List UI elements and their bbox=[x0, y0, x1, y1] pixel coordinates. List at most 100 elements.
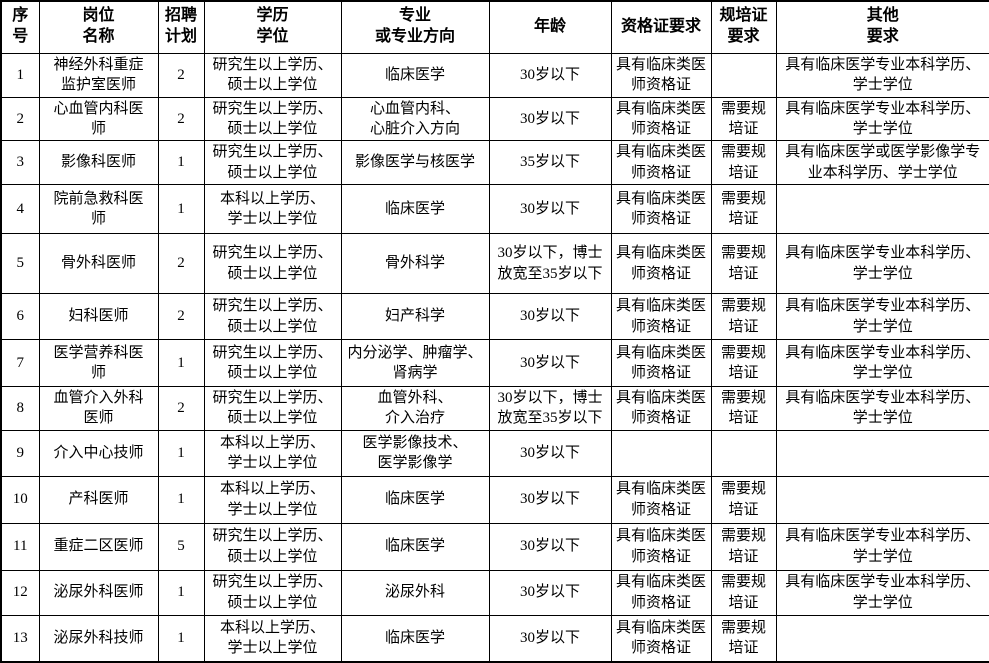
table-cell-col-training-cert-req: 需要规 培证 bbox=[710, 569, 777, 616]
header-cell-col-headcount: 招聘 计划 bbox=[157, 0, 205, 54]
table-cell-col-serial: 5 bbox=[0, 233, 40, 294]
table-row: 13 泌尿外科技师 1 本科以上学历、 学士以上学位 临床医学 30岁以下 具有临床类医 师… bbox=[0, 614, 989, 663]
table-cell-col-major: 临床医学 bbox=[340, 184, 490, 234]
table-cell-col-headcount: 1 bbox=[157, 339, 205, 387]
table-cell-col-certificate-req: 具有临床类医 师资格证 bbox=[610, 233, 712, 294]
table-cell-col-headcount: 2 bbox=[157, 52, 205, 98]
table-cell-col-certificate-req: 具有临床类医 师资格证 bbox=[610, 184, 712, 234]
table-cell-col-position-name: 血管介入外科 医师 bbox=[38, 386, 159, 431]
table-cell-col-headcount: 1 bbox=[157, 569, 205, 616]
table-cell-col-training-cert-req: 需要规 培证 bbox=[710, 614, 777, 663]
table-cell-col-training-cert-req: 需要规 培证 bbox=[710, 475, 777, 524]
table-cell-col-other-req bbox=[775, 475, 989, 524]
table-cell-col-education-degree: 研究生以上学历、 硕士以上学位 bbox=[203, 96, 342, 141]
table-cell-col-position-name: 心血管内科医 师 bbox=[38, 96, 159, 141]
table-cell-col-major: 血管外科、 介入治疗 bbox=[340, 386, 490, 431]
table-cell-col-serial: 6 bbox=[0, 293, 40, 340]
header-cell-col-training-cert-req: 规培证 要求 bbox=[710, 0, 777, 54]
table-cell-col-age: 35岁以下 bbox=[488, 140, 612, 185]
table-cell-col-headcount: 1 bbox=[157, 140, 205, 185]
table-cell-col-age: 30岁以下 bbox=[488, 429, 612, 477]
table-cell-col-certificate-req: 具有临床类医 师资格证 bbox=[610, 475, 712, 524]
header-cell-col-position-name: 岗位 名称 bbox=[38, 0, 159, 54]
table-cell-col-major: 影像医学与核医学 bbox=[340, 140, 490, 185]
table-cell-col-headcount: 5 bbox=[157, 522, 205, 571]
table-cell-col-training-cert-req: 需要规 培证 bbox=[710, 386, 777, 431]
table-cell-col-serial: 7 bbox=[0, 339, 40, 387]
table-cell-col-certificate-req: 具有临床类医 师资格证 bbox=[610, 96, 712, 141]
table-cell-col-age: 30岁以下 bbox=[488, 522, 612, 571]
table-cell-col-age: 30岁以下 bbox=[488, 52, 612, 98]
table-cell-col-training-cert-req bbox=[710, 52, 777, 98]
table-cell-col-other-req bbox=[775, 614, 989, 663]
table-cell-col-age: 30岁以下 bbox=[488, 339, 612, 387]
table-cell-col-other-req: 具有临床医学专业本科学历、 学士学位 bbox=[775, 233, 989, 294]
table-cell-col-certificate-req bbox=[610, 429, 712, 477]
table-row: 5 骨外科医师 2 研究生以上学历、 硕士以上学位 骨外科学 30岁以下，博士 放宽至35… bbox=[0, 233, 989, 294]
header-row: 序号 岗位 名称 招聘 计划 学历 学位 专业 或专业方向 年龄 资格证要求 规培证 要求 其他… bbox=[0, 0, 989, 54]
table-cell-col-education-degree: 研究生以上学历、 硕士以上学位 bbox=[203, 339, 342, 387]
table-cell-col-major: 临床医学 bbox=[340, 614, 490, 663]
table-cell-col-major: 泌尿外科 bbox=[340, 569, 490, 616]
table-cell-col-headcount: 1 bbox=[157, 429, 205, 477]
table-cell-col-education-degree: 本科以上学历、 学士以上学位 bbox=[203, 614, 342, 663]
table-cell-col-major: 医学影像技术、 医学影像学 bbox=[340, 429, 490, 477]
table-cell-col-education-degree: 本科以上学历、 学士以上学位 bbox=[203, 184, 342, 234]
table-cell-col-education-degree: 研究生以上学历、 硕士以上学位 bbox=[203, 293, 342, 340]
table-cell-col-education-degree: 研究生以上学历、 硕士以上学位 bbox=[203, 569, 342, 616]
table-cell-col-age: 30岁以下 bbox=[488, 184, 612, 234]
table-cell-col-major: 心血管内科、 心脏介入方向 bbox=[340, 96, 490, 141]
table-cell-col-other-req: 具有临床医学专业本科学历、 学士学位 bbox=[775, 293, 989, 340]
header-cell-col-serial: 序号 bbox=[0, 0, 40, 54]
table-cell-col-serial: 8 bbox=[0, 386, 40, 431]
table-cell-col-certificate-req: 具有临床类医 师资格证 bbox=[610, 52, 712, 98]
table-row: 11 重症二区医师 5 研究生以上学历、 硕士以上学位 临床医学 30岁以下 具有临床类医 … bbox=[0, 522, 989, 571]
table-cell-col-major: 骨外科学 bbox=[340, 233, 490, 294]
table-cell-col-other-req bbox=[775, 184, 989, 234]
table-row: 12 泌尿外科医师 1 研究生以上学历、 硕士以上学位 泌尿外科 30岁以下 具有临床类医 … bbox=[0, 569, 989, 616]
table-cell-col-position-name: 影像科医师 bbox=[38, 140, 159, 185]
table-cell-col-certificate-req: 具有临床类医 师资格证 bbox=[610, 614, 712, 663]
table-cell-col-serial: 11 bbox=[0, 522, 40, 571]
table-cell-col-serial: 4 bbox=[0, 184, 40, 234]
table-row: 6 妇科医师 2 研究生以上学历、 硕士以上学位 妇产科学 30岁以下 具有临床类医 师资格… bbox=[0, 293, 989, 340]
table-cell-col-major: 内分泌学、肿瘤学、 肾病学 bbox=[340, 339, 490, 387]
table-cell-col-training-cert-req: 需要规 培证 bbox=[710, 96, 777, 141]
table-cell-col-education-degree: 研究生以上学历、 硕士以上学位 bbox=[203, 233, 342, 294]
header-cell-col-age: 年龄 bbox=[488, 0, 612, 54]
table-cell-col-age: 30岁以下，博士 放宽至35岁以下 bbox=[488, 386, 612, 431]
table-cell-col-age: 30岁以下 bbox=[488, 475, 612, 524]
table-cell-col-major: 临床医学 bbox=[340, 475, 490, 524]
table-row: 2 心血管内科医 师 2 研究生以上学历、 硕士以上学位 心血管内科、 心脏介入方向 30… bbox=[0, 96, 989, 141]
table-cell-col-serial: 9 bbox=[0, 429, 40, 477]
table-cell-col-major: 临床医学 bbox=[340, 522, 490, 571]
table-cell-col-serial: 10 bbox=[0, 475, 40, 524]
table-cell-col-position-name: 泌尿外科技师 bbox=[38, 614, 159, 663]
table-row: 7 医学营养科医 师 1 研究生以上学历、 硕士以上学位 内分泌学、肿瘤学、 肾病学 30… bbox=[0, 339, 989, 387]
table-cell-col-training-cert-req: 需要规 培证 bbox=[710, 184, 777, 234]
table-row: 3 影像科医师 1 研究生以上学历、 硕士以上学位 影像医学与核医学 35岁以下 具有临床类… bbox=[0, 140, 989, 185]
table-cell-col-other-req: 具有临床医学专业本科学历、 学士学位 bbox=[775, 386, 989, 431]
table-cell-col-headcount: 1 bbox=[157, 184, 205, 234]
table-cell-col-other-req: 具有临床医学专业本科学历、 学士学位 bbox=[775, 339, 989, 387]
table-cell-col-age: 30岁以下，博士 放宽至35岁以下 bbox=[488, 233, 612, 294]
table-cell-col-other-req: 具有临床医学专业本科学历、 学士学位 bbox=[775, 96, 989, 141]
header-cell-col-certificate-req: 资格证要求 bbox=[610, 0, 712, 54]
table-row: 8 血管介入外科 医师 2 研究生以上学历、 硕士以上学位 血管外科、 介入治疗 30岁以… bbox=[0, 386, 989, 431]
table-cell-col-headcount: 2 bbox=[157, 233, 205, 294]
table-cell-col-serial: 12 bbox=[0, 569, 40, 616]
table-cell-col-position-name: 神经外科重症 监护室医师 bbox=[38, 52, 159, 98]
table-cell-col-education-degree: 本科以上学历、 学士以上学位 bbox=[203, 475, 342, 524]
table-cell-col-age: 30岁以下 bbox=[488, 293, 612, 340]
table-cell-col-age: 30岁以下 bbox=[488, 569, 612, 616]
table-cell-col-position-name: 妇科医师 bbox=[38, 293, 159, 340]
table-cell-col-other-req: 具有临床医学专业本科学历、 学士学位 bbox=[775, 569, 989, 616]
table-cell-col-serial: 13 bbox=[0, 614, 40, 663]
table-cell-col-position-name: 院前急救科医 师 bbox=[38, 184, 159, 234]
table-cell-col-other-req: 具有临床医学或医学影像学专 业本科学历、学士学位 bbox=[775, 140, 989, 185]
table-row: 4 院前急救科医 师 1 本科以上学历、 学士以上学位 临床医学 30岁以下 具有临床类医 … bbox=[0, 184, 989, 234]
table-cell-col-position-name: 介入中心技师 bbox=[38, 429, 159, 477]
table-cell-col-major: 妇产科学 bbox=[340, 293, 490, 340]
